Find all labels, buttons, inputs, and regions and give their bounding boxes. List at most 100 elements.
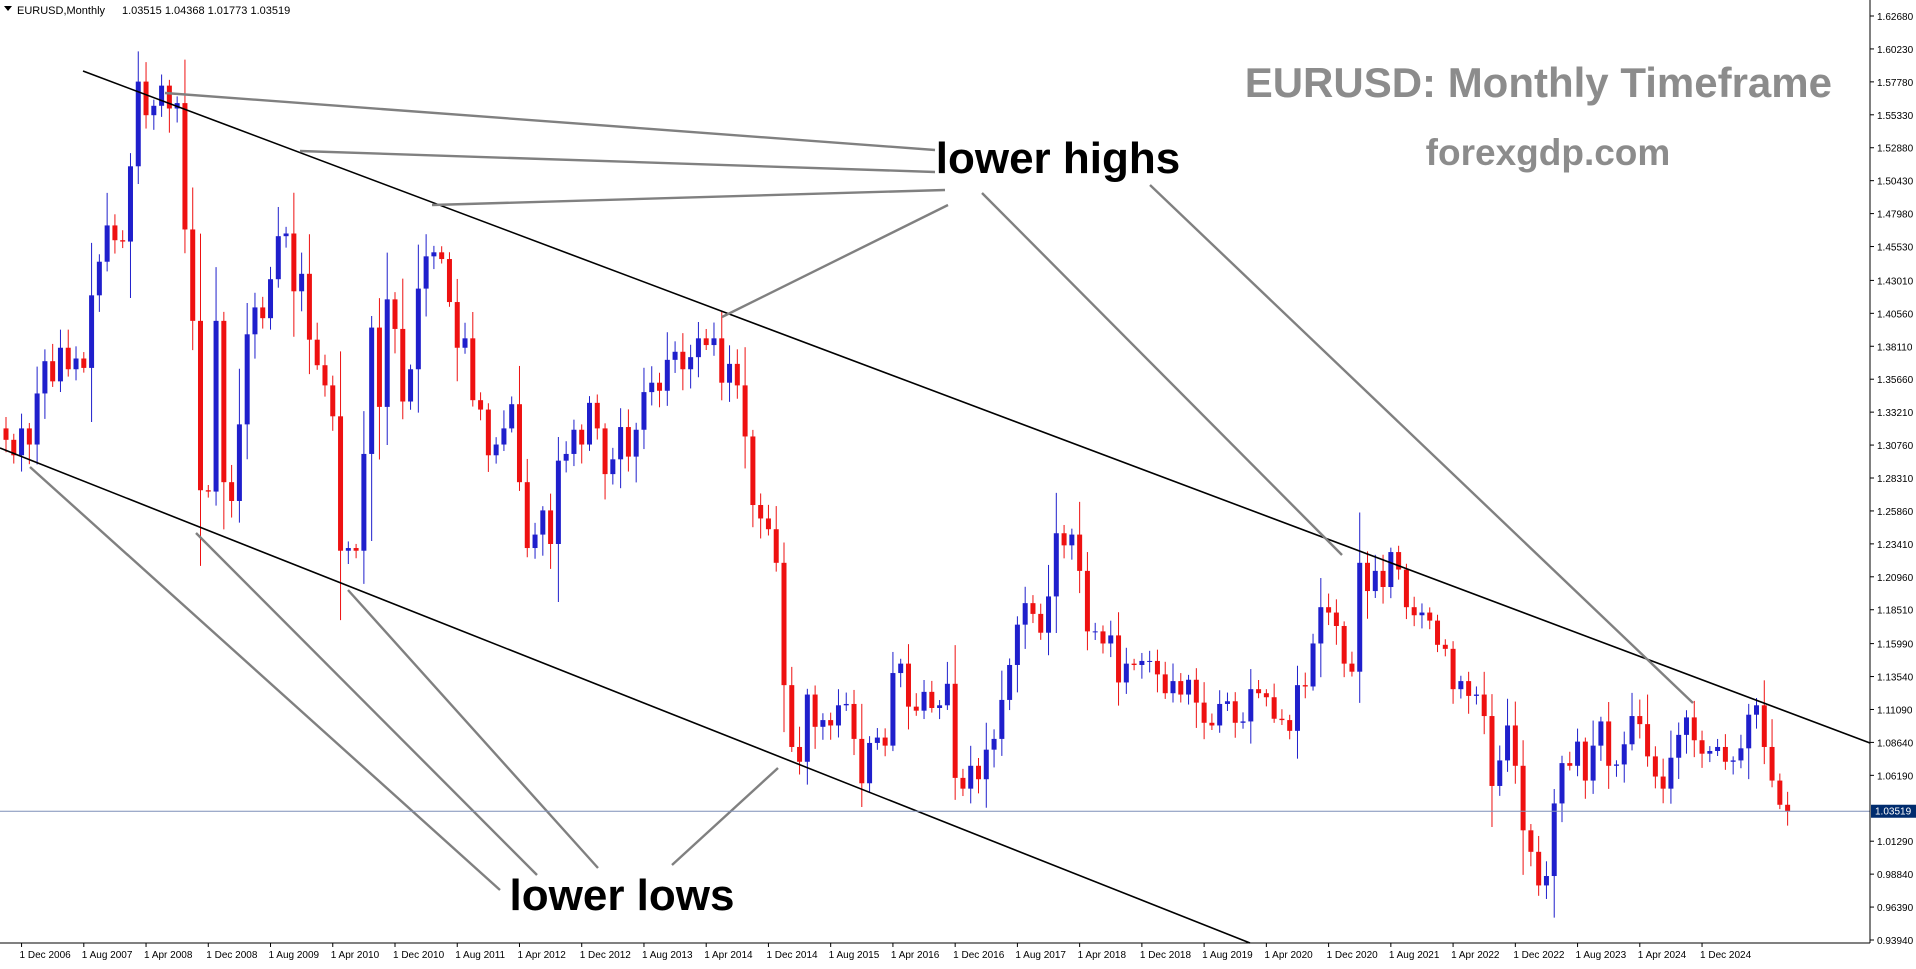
dropdown-arrow-icon[interactable] xyxy=(4,6,12,11)
candle-body xyxy=(1715,746,1721,752)
candle xyxy=(376,298,382,460)
candle xyxy=(633,422,639,483)
candle-body xyxy=(221,320,227,483)
candle-body xyxy=(1660,776,1666,789)
candle xyxy=(960,768,966,797)
candle xyxy=(594,394,600,440)
candle-body xyxy=(1761,705,1767,747)
candle-body xyxy=(1435,620,1441,645)
candle-body xyxy=(937,705,943,708)
annotation-pointer-line xyxy=(347,589,599,869)
candle-body xyxy=(268,279,274,319)
y-tick-label: 1.01290 xyxy=(1877,837,1914,848)
candle xyxy=(166,79,172,133)
candle xyxy=(1481,671,1487,735)
candle xyxy=(338,351,344,621)
candle-body xyxy=(960,777,966,789)
candle-body xyxy=(1217,703,1223,726)
candle-body xyxy=(1038,613,1044,633)
candle-body xyxy=(991,738,997,750)
candle-body xyxy=(657,382,663,391)
candle-body xyxy=(1224,701,1230,704)
candle-body xyxy=(190,229,196,321)
candle xyxy=(874,728,880,750)
candle-body xyxy=(244,334,250,425)
candle-body xyxy=(921,691,927,711)
candle xyxy=(1084,552,1090,651)
candle-body xyxy=(369,327,375,454)
candle-body xyxy=(135,81,141,167)
candle xyxy=(571,419,577,467)
candle xyxy=(1232,692,1238,738)
candle-body xyxy=(306,273,312,340)
candle xyxy=(1154,649,1160,693)
candle-body xyxy=(376,327,382,407)
candle xyxy=(1754,697,1759,729)
lower-trendline xyxy=(0,447,1251,944)
candle-body xyxy=(415,288,421,370)
candle xyxy=(415,244,421,413)
candle xyxy=(789,666,795,752)
candle xyxy=(1069,528,1075,560)
candle xyxy=(306,234,312,375)
candle xyxy=(1263,689,1269,707)
candle xyxy=(976,758,981,794)
candle xyxy=(532,522,538,559)
candle xyxy=(1699,730,1705,768)
x-tick-label: 1 Dec 2020 xyxy=(1327,950,1379,961)
candle xyxy=(711,322,717,356)
annotation-pointer-line xyxy=(29,466,501,891)
candle xyxy=(1116,612,1122,706)
annotation-pointer-line xyxy=(431,188,946,207)
x-tick-label: 1 Apr 2022 xyxy=(1451,950,1500,961)
candle xyxy=(1302,672,1308,699)
candle xyxy=(516,365,522,491)
candle xyxy=(1287,714,1293,740)
site-label: forexgdp.com xyxy=(1426,132,1671,173)
candle-body xyxy=(618,427,624,460)
candle xyxy=(1746,703,1752,780)
candle xyxy=(688,344,694,389)
candle-body xyxy=(1271,697,1277,719)
candle-body xyxy=(1590,745,1596,781)
candle xyxy=(1575,728,1581,777)
candle-body xyxy=(1668,757,1674,789)
candle xyxy=(1777,773,1783,810)
candle xyxy=(563,441,569,473)
x-tick-label: 1 Apr 2018 xyxy=(1078,950,1127,961)
y-tick-label: 1.11090 xyxy=(1877,705,1913,716)
candle-body xyxy=(548,510,554,544)
candle xyxy=(1341,621,1347,678)
candle xyxy=(1108,620,1114,658)
candle-body xyxy=(874,737,880,743)
candle-body xyxy=(789,685,795,747)
candle-body xyxy=(1162,674,1168,694)
y-tick-label: 1.55330 xyxy=(1877,111,1914,122)
candle-body xyxy=(1473,694,1479,696)
y-tick-label: 1.15990 xyxy=(1877,640,1914,651)
x-tick-label: 1 Dec 2024 xyxy=(1700,950,1752,961)
candle xyxy=(1450,641,1456,704)
candle-body xyxy=(532,534,538,549)
candle xyxy=(19,413,25,472)
candle xyxy=(236,368,242,523)
candle xyxy=(672,341,678,373)
candle xyxy=(1691,700,1697,758)
candle xyxy=(680,333,686,391)
candle-body xyxy=(1147,660,1153,662)
candle xyxy=(1388,547,1394,599)
candle-body xyxy=(859,738,865,784)
candle-body xyxy=(976,765,981,780)
candle xyxy=(1193,668,1199,728)
x-tick-label: 1 Aug 2007 xyxy=(82,950,133,961)
candle-body xyxy=(1326,607,1332,613)
candle-body xyxy=(353,548,359,551)
candle-body xyxy=(516,404,522,483)
candle-body xyxy=(478,400,484,410)
x-tick-label: 1 Dec 2008 xyxy=(206,950,258,961)
candle-body xyxy=(773,529,779,563)
candle xyxy=(1061,524,1067,559)
candle xyxy=(1722,734,1728,770)
x-tick-label: 1 Aug 2023 xyxy=(1576,950,1627,961)
candle xyxy=(26,422,32,465)
